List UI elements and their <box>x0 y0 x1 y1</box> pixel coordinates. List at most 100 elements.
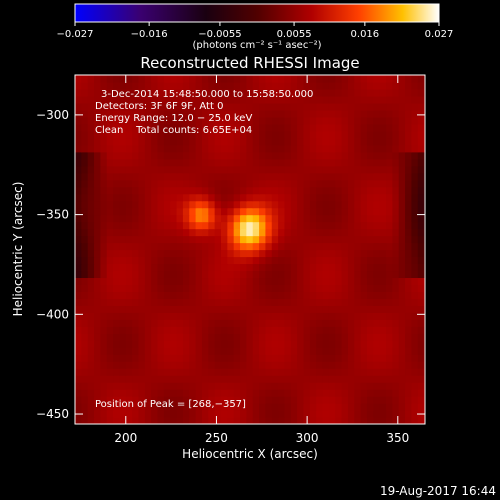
heatmap-cell <box>176 249 184 258</box>
heatmap-cell <box>341 214 349 223</box>
heatmap-cell <box>201 242 209 251</box>
heatmap-cell <box>233 81 241 90</box>
heatmap-cell <box>309 298 317 306</box>
heatmap-cell <box>278 95 286 104</box>
heatmap-cell <box>195 81 203 90</box>
heatmap-cell <box>366 109 374 118</box>
heatmap-cell <box>157 368 165 376</box>
heatmap-cell <box>87 389 95 397</box>
heatmap-cell <box>316 347 324 355</box>
heatmap-cell <box>392 319 400 327</box>
heatmap-cell <box>170 354 178 362</box>
heatmap-cell <box>354 298 362 306</box>
heatmap-cell <box>240 144 247 153</box>
heatmap-cell <box>366 179 374 188</box>
heatmap-cell <box>328 144 336 153</box>
heatmap-cell <box>373 270 381 279</box>
heatmap-cell <box>284 228 292 237</box>
heatmap-cell <box>252 228 260 237</box>
heatmap-cell <box>94 249 101 258</box>
heatmap-cell <box>335 235 343 244</box>
heatmap-cell <box>278 361 286 369</box>
heatmap-cell <box>265 326 273 334</box>
heatmap-cell <box>303 123 311 132</box>
heatmap-cell <box>125 396 133 404</box>
heatmap-cell <box>170 284 178 292</box>
heatmap-cell <box>125 368 133 376</box>
heatmap-cell <box>297 368 305 376</box>
heatmap-cell <box>328 298 336 306</box>
heatmap-cell <box>75 144 82 153</box>
heatmap-cell <box>303 88 311 97</box>
heatmap-cell <box>347 284 355 292</box>
heatmap-cell <box>75 193 82 202</box>
heatmap-cell <box>259 403 267 411</box>
heatmap-cell <box>170 102 178 111</box>
heatmap-cell <box>259 333 267 341</box>
heatmap-cell <box>227 200 235 209</box>
heatmap-cell <box>163 102 171 111</box>
heatmap-cell <box>100 312 108 320</box>
heatmap-cell <box>303 242 311 251</box>
heatmap-cell <box>297 214 305 223</box>
heatmap-cell <box>125 340 133 348</box>
heatmap-cell <box>157 263 165 272</box>
heatmap-cell <box>170 186 178 195</box>
heatmap-cell <box>220 312 228 320</box>
heatmap-cell <box>309 158 317 167</box>
heatmap-cell <box>125 165 133 174</box>
heatmap-cell <box>208 368 216 376</box>
heatmap-cell <box>220 165 228 174</box>
heatmap-cell <box>322 347 330 355</box>
heatmap-cell <box>316 75 324 83</box>
heatmap-cell <box>151 417 159 424</box>
heatmap-cell <box>144 361 152 369</box>
heatmap-cell <box>303 389 311 397</box>
heatmap-cell <box>87 214 95 223</box>
heatmap-cell <box>386 284 393 292</box>
heatmap-cell <box>138 200 146 209</box>
x-axis-ticks: 200 250 300 350 <box>114 75 409 445</box>
heatmap-cell <box>144 319 152 327</box>
heatmap-cell <box>335 277 343 285</box>
heatmap-cell <box>75 396 82 404</box>
heatmap-cell <box>189 284 197 292</box>
heatmap-cell <box>284 298 292 306</box>
heatmap-cell <box>189 403 197 411</box>
heatmap-cell <box>132 193 140 202</box>
heatmap-cell <box>341 375 349 383</box>
heatmap-cell <box>182 242 190 251</box>
heatmap-cell <box>201 172 209 181</box>
heatmap-cell <box>81 75 89 83</box>
heatmap-cell <box>411 228 419 237</box>
heatmap-cell <box>398 284 406 292</box>
heatmap-cell <box>100 368 108 376</box>
heatmap-cell <box>328 389 336 397</box>
heatmap-cell <box>170 347 178 355</box>
heatmap-cell <box>132 305 140 313</box>
heatmap-cell <box>341 368 349 376</box>
heatmap-cell <box>278 172 286 181</box>
heatmap-cell <box>290 144 298 153</box>
heatmap-cell <box>309 291 317 299</box>
heatmap-cell <box>176 256 184 265</box>
heatmap-cell <box>170 214 178 223</box>
heatmap-cell <box>366 172 374 181</box>
heatmap-cell <box>144 207 152 216</box>
heatmap-cell <box>347 333 355 341</box>
heatmap-cell <box>208 123 216 132</box>
heatmap-cell <box>75 81 82 90</box>
heatmap-cell <box>144 137 152 146</box>
heatmap-cell <box>132 165 140 174</box>
heatmap-cell <box>405 417 412 424</box>
heatmap-cell <box>271 291 279 299</box>
heatmap-cell <box>144 179 152 188</box>
heatmap-cell <box>233 312 241 320</box>
heatmap-cell <box>75 130 82 139</box>
heatmap-cell <box>259 417 267 424</box>
heatmap-cell <box>100 158 108 167</box>
heatmap-cell <box>106 326 114 334</box>
heatmap-cell <box>100 326 108 334</box>
heatmap-cell <box>106 291 114 299</box>
heatmap-cell <box>392 305 400 313</box>
